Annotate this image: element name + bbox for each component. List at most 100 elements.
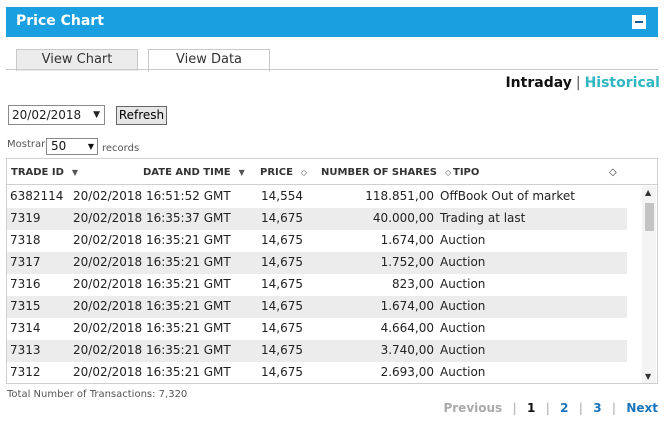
- trade-id: 7314: [10, 321, 41, 335]
- sort-both-icon[interactable]: ◇: [609, 167, 617, 178]
- trade-shares: 2.693,00: [380, 365, 434, 379]
- trade-id: 6382114: [10, 189, 64, 203]
- column-label: DATE AND TIME: [143, 167, 231, 178]
- minus-box-icon[interactable]: [632, 15, 646, 29]
- sort-both-icon: ◇: [300, 168, 308, 177]
- period-separator: |: [575, 75, 581, 91]
- trade-price: 14,675: [261, 255, 303, 269]
- trade-tipo: Auction: [440, 277, 486, 291]
- table-scrollbar[interactable]: ▲ ▼: [642, 186, 656, 383]
- column-label: PRICE: [260, 167, 293, 178]
- records-select[interactable]: 50 ▼: [46, 138, 98, 155]
- trade-shares: 1.674,00: [380, 233, 434, 247]
- trade-tipo: Auction: [440, 365, 486, 379]
- tab-view-chart[interactable]: View Chart: [16, 49, 138, 71]
- sort-desc-icon: ▼: [71, 168, 79, 177]
- tab-bar: View Chart View Data: [6, 38, 658, 72]
- trade-tipo: Trading at last: [440, 211, 526, 225]
- scroll-up-icon[interactable]: ▲: [645, 188, 652, 197]
- trade-id: 7316: [10, 277, 41, 291]
- trade-price: 14,675: [261, 233, 303, 247]
- column-date-time[interactable]: DATE AND TIME ▼: [143, 167, 245, 178]
- pager-previous[interactable]: Previous: [443, 401, 503, 415]
- pager-divider: |: [545, 401, 550, 415]
- table-header: TRADE ID ▼ DATE AND TIME ▼ PRICE ◇ NUMBER O…: [7, 159, 657, 185]
- trade-tipo: Auction: [440, 299, 486, 313]
- scroll-thumb[interactable]: [645, 203, 654, 231]
- column-tipo[interactable]: TIPO: [453, 167, 479, 178]
- pager-page-2[interactable]: 2: [560, 401, 569, 415]
- trade-shares: 1.674,00: [380, 299, 434, 313]
- trade-datetime: 20/02/2018 16:35:37 GMT: [73, 211, 231, 225]
- trade-id: 7315: [10, 299, 41, 313]
- historical-link[interactable]: Historical: [584, 75, 660, 91]
- trades-table: TRADE ID ▼ DATE AND TIME ▼ PRICE ◇ NUMBER O…: [6, 158, 658, 384]
- tab-view-data[interactable]: View Data: [148, 49, 270, 72]
- trade-shares: 4.664,00: [380, 321, 434, 335]
- trade-price: 14,675: [261, 211, 303, 225]
- column-shares[interactable]: NUMBER OF SHARES ◇: [321, 167, 451, 178]
- trade-price: 14,675: [261, 321, 303, 335]
- table-row[interactable]: 7317 20/02/2018 16:35:21 GMT 14,675 1.75…: [7, 252, 627, 274]
- pager-next[interactable]: Next: [626, 401, 658, 415]
- trade-tipo: Auction: [440, 321, 486, 335]
- records-label: records: [102, 143, 140, 154]
- panel-title: Price Chart: [16, 13, 104, 29]
- trade-id: 7312: [10, 365, 41, 379]
- sort-desc-icon: ▼: [238, 168, 245, 177]
- table-row[interactable]: 6382114 20/02/2018 16:51:52 GMT 14,554 1…: [7, 186, 627, 208]
- table-row[interactable]: 7315 20/02/2018 16:35:21 GMT 14,675 1.67…: [7, 296, 627, 318]
- date-select[interactable]: 20/02/2018 ▼: [8, 105, 105, 125]
- trade-price: 14,675: [261, 365, 303, 379]
- trade-price: 14,675: [261, 343, 303, 357]
- trade-shares: 118.851,00: [365, 189, 434, 203]
- trade-shares: 823,00: [392, 277, 434, 291]
- column-price[interactable]: PRICE ◇: [260, 167, 307, 178]
- chevron-down-icon: ▼: [87, 142, 94, 151]
- table-row[interactable]: 7319 20/02/2018 16:35:37 GMT 14,675 40.0…: [7, 208, 627, 230]
- trade-datetime: 20/02/2018 16:35:21 GMT: [73, 277, 231, 291]
- trade-datetime: 20/02/2018 16:35:21 GMT: [73, 343, 231, 357]
- trade-price: 14,675: [261, 277, 303, 291]
- table-row[interactable]: 7313 20/02/2018 16:35:21 GMT 14,675 3.74…: [7, 340, 627, 362]
- trade-shares: 1.752,00: [380, 255, 434, 269]
- trade-price: 14,554: [261, 189, 303, 203]
- trade-shares: 40.000,00: [372, 211, 434, 225]
- pager-divider: |: [512, 401, 517, 415]
- trade-datetime: 20/02/2018 16:35:21 GMT: [73, 299, 231, 313]
- trade-id: 7313: [10, 343, 41, 357]
- sort-both-icon: ◇: [444, 168, 452, 177]
- chevron-down-icon: ▼: [93, 110, 100, 120]
- table-row[interactable]: 7314 20/02/2018 16:35:21 GMT 14,675 4.66…: [7, 318, 627, 340]
- records-value: 50: [51, 139, 67, 153]
- column-label: NUMBER OF SHARES: [321, 167, 437, 178]
- pager-page-3[interactable]: 3: [593, 401, 602, 415]
- date-value: 20/02/2018: [12, 108, 82, 122]
- table-body: 6382114 20/02/2018 16:51:52 GMT 14,554 1…: [7, 186, 627, 383]
- show-label: Mostrar: [7, 139, 46, 150]
- trade-tipo: Auction: [440, 233, 486, 247]
- trade-id: 7318: [10, 233, 41, 247]
- trade-datetime: 20/02/2018 16:35:21 GMT: [73, 321, 231, 335]
- column-label: TIPO: [453, 167, 480, 178]
- pager-page-1[interactable]: 1: [526, 401, 536, 415]
- scroll-down-icon[interactable]: ▼: [645, 372, 652, 381]
- period-switch: Intraday | Historical: [505, 75, 660, 91]
- trade-id: 7317: [10, 255, 41, 269]
- refresh-button[interactable]: Refresh: [116, 106, 167, 125]
- trade-datetime: 20/02/2018 16:35:21 GMT: [73, 255, 231, 269]
- trade-id: 7319: [10, 211, 41, 225]
- pager-divider: |: [611, 401, 617, 415]
- pagination: Previous | 1 | 2 | 3 | Next: [437, 401, 658, 415]
- column-trade-id[interactable]: TRADE ID ▼: [11, 167, 78, 178]
- trade-datetime: 20/02/2018 16:35:21 GMT: [73, 233, 231, 247]
- table-row[interactable]: 7312 20/02/2018 16:35:21 GMT 14,675 2.69…: [7, 362, 627, 383]
- tab-divider: [6, 69, 658, 70]
- table-row[interactable]: 7316 20/02/2018 16:35:21 GMT 14,675 823,…: [7, 274, 627, 296]
- trade-tipo: Auction: [440, 343, 486, 357]
- total-transactions: Total Number of Transactions: 7,320: [7, 389, 188, 400]
- pager-divider: |: [578, 401, 584, 415]
- table-row[interactable]: 7318 20/02/2018 16:35:21 GMT 14,675 1.67…: [7, 230, 627, 252]
- intraday-link[interactable]: Intraday: [505, 75, 572, 91]
- panel-header: Price Chart: [6, 7, 658, 37]
